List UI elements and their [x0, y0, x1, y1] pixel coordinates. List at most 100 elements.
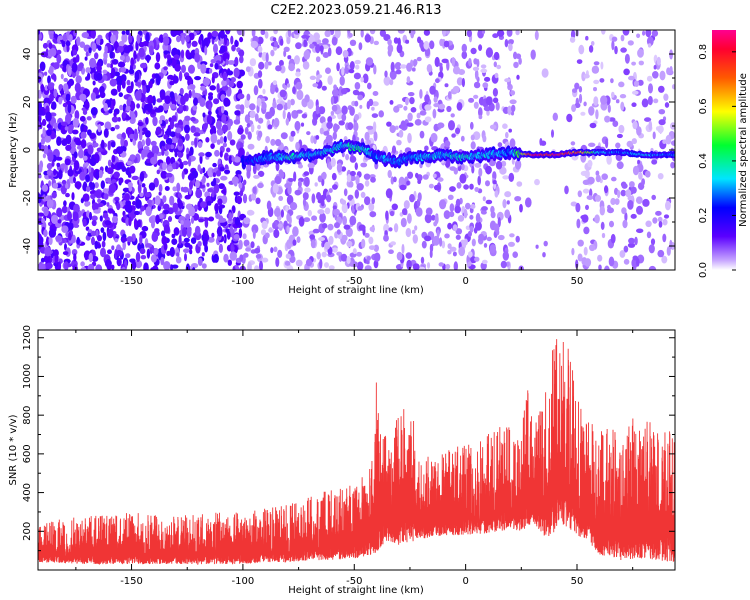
noise-speckle — [352, 89, 360, 96]
noise-speckle — [431, 214, 436, 221]
noise-speckle — [598, 264, 602, 270]
y-tick-label: -40 — [22, 238, 33, 254]
noise-speckle — [132, 200, 136, 206]
noise-speckle — [349, 61, 355, 70]
noise-speckle — [202, 77, 211, 87]
noise-speckle — [97, 45, 102, 51]
noise-speckle — [303, 171, 310, 176]
noise-speckle — [441, 240, 446, 249]
noise-speckle — [183, 248, 190, 253]
noise-speckle — [139, 234, 143, 245]
noise-speckle — [296, 109, 303, 114]
snr-ylabel: SNR (10 * v/v) — [8, 414, 19, 485]
noise-speckle — [198, 36, 202, 45]
noise-speckle — [383, 234, 389, 242]
noise-speckle — [320, 199, 325, 207]
noise-speckle — [182, 227, 187, 238]
noise-speckle — [424, 213, 432, 224]
noise-speckle — [494, 223, 500, 233]
noise-speckle — [198, 152, 205, 157]
noise-speckle — [178, 199, 183, 210]
noise-speckle — [497, 142, 503, 148]
noise-speckle — [167, 144, 171, 150]
noise-speckle — [47, 75, 51, 84]
noise-speckle — [210, 133, 218, 144]
noise-speckle — [257, 182, 264, 189]
noise-speckle — [222, 72, 228, 81]
noise-speckle — [48, 65, 54, 76]
noise-speckle — [658, 109, 666, 115]
noise-speckle — [73, 151, 78, 159]
noise-speckle — [321, 171, 327, 180]
noise-speckle — [105, 177, 112, 183]
noise-speckle — [125, 55, 130, 63]
noise-speckle — [171, 115, 177, 122]
noise-speckle — [605, 138, 609, 149]
noise-speckle — [648, 83, 653, 94]
noise-speckle — [447, 243, 452, 249]
noise-speckle — [489, 244, 496, 254]
noise-speckle — [391, 145, 397, 154]
noise-speckle — [63, 77, 68, 82]
noise-speckle — [325, 134, 333, 144]
noise-speckle — [574, 102, 581, 108]
noise-speckle — [100, 180, 106, 190]
noise-speckle — [243, 217, 251, 225]
noise-speckle — [43, 229, 48, 238]
noise-speckle — [167, 165, 174, 171]
noise-speckle — [371, 106, 375, 111]
noise-speckle — [645, 220, 652, 228]
noise-speckle — [634, 236, 638, 246]
noise-speckle — [653, 98, 659, 104]
noise-speckle — [103, 59, 108, 65]
noise-speckle — [125, 30, 130, 36]
noise-speckle — [135, 251, 141, 263]
noise-speckle — [84, 56, 88, 61]
noise-speckle — [139, 171, 145, 182]
noise-speckle — [88, 165, 92, 175]
noise-speckle — [346, 240, 353, 247]
noise-speckle — [108, 183, 117, 194]
noise-speckle — [364, 131, 370, 141]
noise-speckle — [444, 140, 451, 148]
noise-speckle — [363, 173, 371, 180]
noise-speckle — [486, 236, 492, 242]
noise-speckle — [208, 92, 214, 97]
noise-speckle — [410, 107, 417, 113]
noise-speckle — [496, 64, 502, 70]
noise-speckle — [593, 96, 599, 106]
noise-speckle — [99, 215, 103, 222]
noise-speckle — [365, 259, 370, 265]
noise-speckle — [632, 165, 640, 176]
noise-speckle — [515, 235, 520, 243]
noise-speckle — [400, 120, 406, 129]
colorbar-tick-label: 0.8 — [698, 44, 709, 60]
noise-speckle — [254, 247, 261, 254]
noise-speckle — [406, 122, 414, 127]
noise-speckle — [117, 45, 124, 53]
spectrogram-ticks: -150 -100 -50 0 50 -40 -20 0 20 40 — [22, 29, 675, 287]
noise-speckle — [38, 109, 44, 116]
noise-speckle — [564, 185, 569, 195]
noise-speckle — [332, 247, 338, 253]
noise-speckle — [542, 252, 546, 258]
noise-speckle — [570, 30, 576, 39]
noise-speckle — [362, 73, 369, 84]
noise-speckle — [465, 202, 471, 210]
noise-speckle — [611, 40, 615, 51]
noise-speckle — [627, 200, 634, 210]
noise-speckle — [577, 239, 584, 247]
noise-speckle — [243, 239, 250, 247]
noise-speckle — [154, 195, 161, 206]
noise-speckle — [233, 67, 240, 78]
noise-speckle — [456, 182, 462, 189]
noise-speckle — [249, 110, 256, 119]
noise-speckle — [407, 112, 413, 122]
noise-speckle — [41, 217, 45, 224]
noise-speckle — [231, 176, 239, 185]
noise-speckle — [86, 210, 90, 218]
noise-speckle — [149, 45, 154, 56]
noise-speckle — [137, 183, 142, 194]
noise-speckle — [161, 230, 166, 237]
